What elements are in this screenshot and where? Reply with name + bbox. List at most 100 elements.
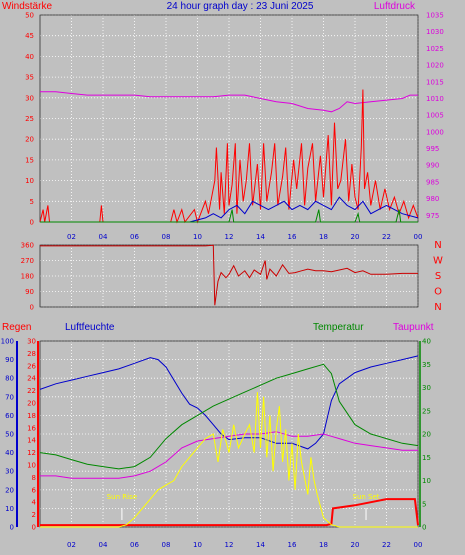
rain-tick-24: 24	[27, 375, 36, 383]
wind-series-red	[39, 89, 419, 224]
pressure-tick-985: 985	[426, 178, 439, 186]
climate-time-tick-06: 06	[130, 541, 139, 549]
climate-time-tick-14: 14	[256, 541, 265, 549]
climate-time-tick-12: 12	[225, 541, 234, 549]
rain-tick-16: 16	[27, 424, 36, 432]
climate-time-tick-02: 02	[67, 541, 76, 549]
wind-left-tick-35: 35	[25, 74, 34, 82]
pressure-tick-1005: 1005	[426, 112, 444, 120]
rain-tick-30: 30	[27, 338, 36, 346]
climate-time-tick-04: 04	[99, 541, 108, 549]
label-luftfeuchte: Luftfeuchte	[65, 322, 115, 333]
temp-tick-5: 5	[422, 500, 426, 508]
pressure-tick-1025: 1025	[426, 45, 444, 53]
climate-series-blue	[39, 355, 419, 450]
wind-time-tick-20: 20	[351, 233, 360, 241]
dir-right-label-4: N	[434, 302, 441, 313]
wind-time-tick-10: 10	[193, 233, 202, 241]
dir-right-label-0: N	[434, 240, 441, 251]
rain-tick-26: 26	[27, 362, 36, 370]
dir-right-label-3: O	[434, 287, 442, 298]
humidity-tick-80: 80	[5, 375, 14, 383]
climate-series-magenta	[40, 431, 418, 479]
climate-series-yellow	[40, 392, 418, 528]
title: 24 hour graph day : 23 Juni 2025	[167, 1, 314, 12]
climate-series-red	[40, 498, 419, 527]
humidity-tick-10: 10	[5, 505, 14, 513]
dir-left-tick-0: 0	[30, 304, 34, 312]
climate-time-tick-20: 20	[351, 541, 360, 549]
humidity-tick-40: 40	[5, 449, 14, 457]
climate-time-tick-10: 10	[193, 541, 202, 549]
pressure-tick-1000: 1000	[426, 128, 444, 136]
sunrise-label: Sun Rise	[107, 493, 137, 501]
rain-tick-6: 6	[32, 486, 37, 494]
wind-time-tick-02: 02	[67, 233, 76, 241]
temp-tick-25: 25	[422, 407, 431, 415]
pressure-tick-975: 975	[426, 212, 439, 220]
climate-time-tick-18: 18	[319, 541, 328, 549]
wind-time-tick-14: 14	[256, 233, 265, 241]
rain-tick-12: 12	[27, 449, 36, 457]
temp-tick-35: 35	[422, 361, 431, 369]
rain-tick-22: 22	[27, 387, 36, 395]
pressure-tick-990: 990	[426, 162, 439, 170]
pressure-tick-1035: 1035	[426, 12, 444, 20]
humidity-tick-0: 0	[10, 524, 14, 532]
rain-tick-20: 20	[27, 400, 36, 408]
wind-left-tick-40: 40	[25, 53, 34, 61]
label-taupunkt: Taupunkt	[393, 322, 434, 333]
humidity-tick-90: 90	[5, 356, 14, 364]
humidity-tick-20: 20	[5, 486, 14, 494]
temp-tick-30: 30	[422, 384, 431, 392]
label-regen: Regen	[2, 322, 31, 333]
wind-left-tick-50: 50	[25, 12, 34, 20]
dir-series	[40, 244, 418, 306]
rain-tick-0: 0	[32, 524, 36, 532]
label-windstaerke: Windstärke	[2, 1, 52, 12]
dir-right-label-2: S	[435, 271, 441, 282]
wind-time-tick-04: 04	[99, 233, 108, 241]
wind-left-tick-25: 25	[25, 115, 34, 123]
wind-time-tick-12: 12	[225, 233, 234, 241]
wind-time-tick-06: 06	[130, 233, 139, 241]
temp-tick-15: 15	[422, 454, 431, 462]
wind-series-blue	[40, 196, 419, 223]
dir-left-tick-270: 270	[21, 257, 34, 265]
humidity-tick-70: 70	[5, 393, 14, 401]
pressure-tick-980: 980	[426, 195, 439, 203]
rain-tick-10: 10	[27, 462, 36, 470]
humidity-tick-30: 30	[5, 468, 14, 476]
wind-time-tick-22: 22	[382, 233, 391, 241]
dir-left-tick-180: 180	[21, 273, 34, 281]
label-luftdruck: Luftdruck	[374, 1, 416, 12]
wind-left-tick-5: 5	[30, 198, 34, 206]
temp-tick-0: 0	[422, 524, 426, 532]
climate-time-tick-00: 00	[414, 541, 423, 549]
climate-time-tick-08: 08	[162, 541, 171, 549]
humidity-tick-60: 60	[5, 412, 14, 420]
climate-series-green	[39, 363, 419, 470]
wind-left-tick-30: 30	[25, 94, 34, 102]
rain-tick-2: 2	[32, 511, 36, 519]
climate-time-tick-22: 22	[382, 541, 391, 549]
rain-tick-4: 4	[32, 499, 37, 507]
pressure-tick-1010: 1010	[426, 95, 444, 103]
label-temperatur: Temperatur	[313, 322, 364, 333]
rain-tick-18: 18	[27, 412, 36, 420]
wind-time-tick-16: 16	[288, 233, 297, 241]
temp-tick-10: 10	[422, 477, 431, 485]
dir-panel-frame	[39, 244, 419, 308]
humidity-tick-100: 100	[1, 338, 14, 346]
dir-left-tick-90: 90	[25, 288, 34, 296]
rain-tick-28: 28	[27, 350, 36, 358]
sunset-label: Sun Set	[353, 493, 380, 501]
pressure-tick-1030: 1030	[426, 28, 444, 36]
pressure-tick-1015: 1015	[426, 78, 444, 86]
dir-left-tick-360: 360	[21, 242, 34, 250]
humidity-tick-50: 50	[5, 431, 14, 439]
pressure-tick-995: 995	[426, 145, 439, 153]
rain-tick-14: 14	[27, 437, 36, 445]
